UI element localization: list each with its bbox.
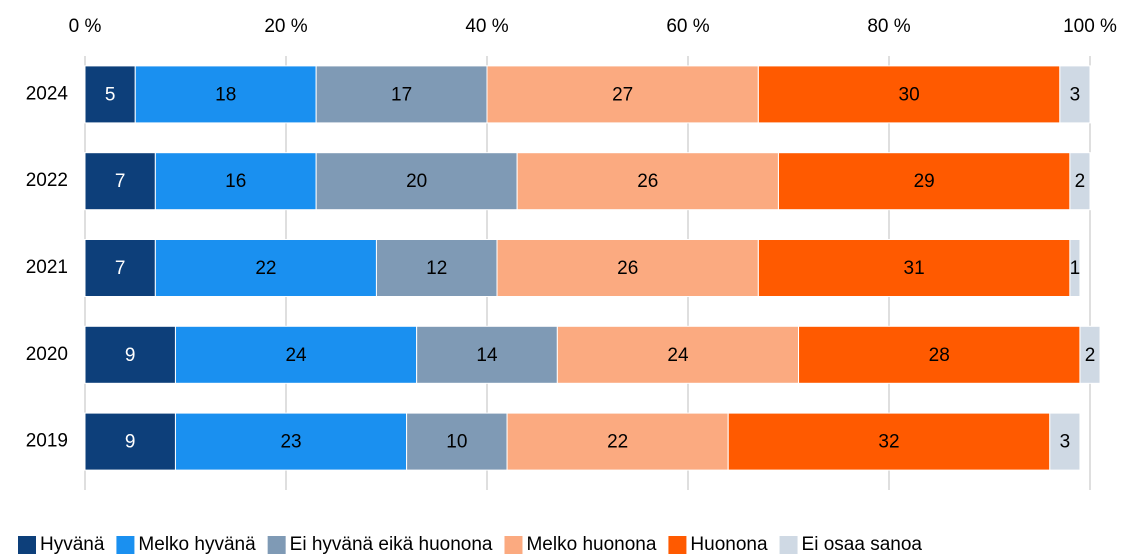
data-label: 17 (391, 84, 412, 105)
x-tick-label: 60 % (666, 16, 709, 37)
data-label: 22 (607, 432, 628, 453)
y-tick-label: 2024 (26, 83, 69, 104)
data-label: 2 (1085, 345, 1096, 366)
legend-label: Melko hyvänä (138, 534, 256, 555)
bar-segment (516, 152, 779, 211)
data-label: 24 (285, 345, 307, 366)
y-tick-label: 2020 (26, 344, 68, 365)
data-label: 2 (1075, 171, 1086, 192)
legend-swatch (504, 536, 523, 554)
x-tick-label: 40 % (465, 16, 508, 37)
bar-segment (154, 239, 377, 297)
bar-segment (154, 152, 317, 211)
data-label: 27 (612, 84, 633, 105)
legend-label: Hyvänä (40, 534, 105, 555)
data-label: 3 (1070, 84, 1081, 105)
bar-segment (1079, 325, 1101, 384)
y-tick-label: 2021 (26, 257, 68, 278)
data-label: 18 (215, 84, 236, 105)
data-label: 7 (115, 258, 126, 279)
data-label: 20 (406, 171, 427, 192)
bar-segment (84, 152, 156, 211)
bar-segment (506, 412, 729, 471)
bar-segment (1049, 412, 1081, 471)
data-label: 9 (125, 432, 136, 453)
x-tick-label: 0 % (69, 16, 102, 37)
data-label: 31 (904, 258, 925, 279)
bar-segment (315, 152, 518, 211)
bar-segment (84, 412, 176, 471)
legend-swatch (668, 536, 687, 554)
data-label: 23 (280, 432, 301, 453)
legend-label: Huonona (690, 534, 768, 555)
legend-label: Ei hyvänä eikä huonona (290, 534, 493, 555)
bar-segment (777, 152, 1071, 211)
data-label: 7 (115, 171, 126, 192)
legend-swatch (267, 536, 286, 554)
x-tick-label: 100 % (1063, 16, 1117, 37)
data-label: 14 (476, 345, 498, 366)
bar-segment (84, 65, 136, 124)
bar-segment (1069, 239, 1081, 297)
legend-swatch (18, 536, 36, 554)
bar-segment (727, 412, 1051, 471)
data-label: 26 (617, 258, 638, 279)
data-label: 16 (225, 171, 246, 192)
y-tick-label: 2019 (26, 431, 68, 452)
bar-segment (1069, 152, 1091, 211)
data-label: 1 (1070, 258, 1081, 279)
legend-label: Ei osaa sanoa (802, 534, 923, 555)
data-label: 28 (929, 345, 950, 366)
bar-segment (416, 325, 558, 384)
data-label: 9 (125, 345, 136, 366)
data-label: 22 (255, 258, 276, 279)
bar-segment (1059, 65, 1091, 124)
bar-segment (486, 65, 759, 124)
data-label: 24 (667, 345, 689, 366)
data-label: 32 (878, 432, 899, 453)
bar-segment (556, 325, 800, 384)
data-label: 3 (1060, 432, 1071, 453)
data-label: 10 (446, 432, 467, 453)
data-label: 26 (637, 171, 658, 192)
data-label: 5 (105, 84, 116, 105)
x-tick-label: 20 % (264, 16, 307, 37)
bar-segment (757, 65, 1061, 124)
y-tick-label: 2022 (26, 170, 68, 191)
bar-segment (757, 239, 1071, 297)
legend-swatch (116, 536, 135, 554)
bar-segment (375, 239, 498, 297)
legend-swatch (779, 536, 798, 554)
bar-segment (798, 325, 1081, 384)
bar-segment (174, 325, 418, 384)
legend-label: Melko huonona (526, 534, 656, 555)
data-label: 30 (899, 84, 920, 105)
bar-segment (496, 239, 759, 297)
data-label: 29 (914, 171, 935, 192)
x-tick-label: 80 % (867, 16, 910, 37)
bar-segment (406, 412, 508, 471)
data-label: 12 (426, 258, 447, 279)
bar-segment (174, 412, 408, 471)
